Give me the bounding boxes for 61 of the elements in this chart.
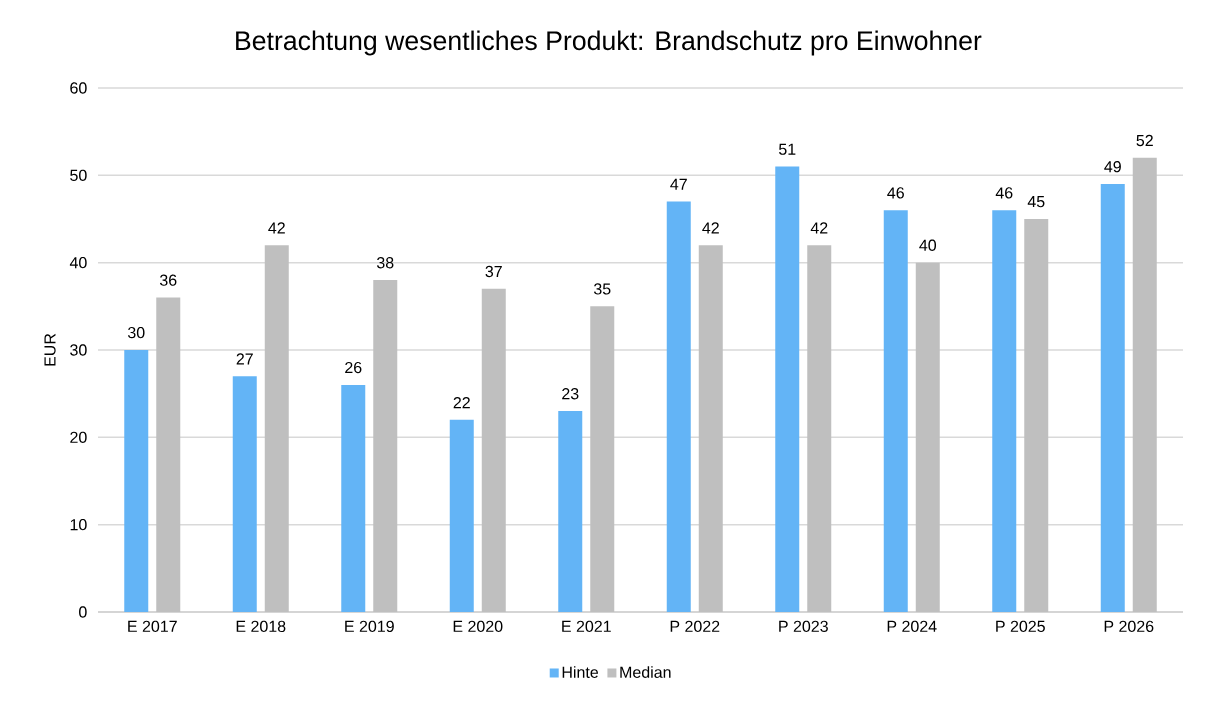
x-tick-label: P 2025 xyxy=(996,620,1045,633)
y-tick-label: 20 xyxy=(70,431,87,443)
bar xyxy=(558,411,583,612)
bar xyxy=(1132,157,1157,612)
data-label: 46 xyxy=(995,187,1013,199)
data-label: 35 xyxy=(593,283,611,295)
legend-label: Hinte xyxy=(562,666,599,678)
y-tick-label: 30 xyxy=(70,344,87,356)
x-tick-label: E 2021 xyxy=(562,620,611,633)
bar xyxy=(883,210,908,612)
y-tick-label: 60 xyxy=(70,82,87,94)
x-tick-label: E 2019 xyxy=(345,620,394,633)
y-tick-label: 40 xyxy=(69,256,87,269)
bar xyxy=(590,306,615,612)
data-label: 52 xyxy=(1136,134,1153,147)
bar xyxy=(449,419,474,612)
data-label: 45 xyxy=(1027,196,1045,208)
data-label: 37 xyxy=(485,265,502,278)
bar xyxy=(992,210,1017,612)
y-tick-label: 50 xyxy=(70,169,87,181)
data-label: 42 xyxy=(268,222,285,234)
bar xyxy=(1100,184,1125,612)
x-tick-label: E 2020 xyxy=(453,620,503,633)
x-tick-label: E 2017 xyxy=(128,620,177,633)
y-tick-label: 10 xyxy=(70,518,87,531)
bar xyxy=(666,201,691,612)
data-label: 40 xyxy=(919,239,937,251)
data-label: 51 xyxy=(779,143,796,155)
data-label: 46 xyxy=(887,187,904,199)
data-label: 47 xyxy=(670,178,687,190)
data-label: 27 xyxy=(236,353,253,365)
y-tick-label: 0 xyxy=(79,606,87,618)
bar xyxy=(915,262,940,612)
bar xyxy=(341,384,366,612)
data-label: 23 xyxy=(562,388,579,400)
data-label: 22 xyxy=(453,396,470,409)
chart-title: Betrachtung wesentliches Produkt: Brandschutz pro Einwohner xyxy=(236,30,982,56)
bar xyxy=(232,376,257,612)
x-tick-label: P 2024 xyxy=(887,620,937,633)
bar xyxy=(373,280,398,612)
bar xyxy=(698,245,723,612)
y-axis-title: EUR xyxy=(44,333,56,366)
x-tick-label: P 2022 xyxy=(670,620,720,633)
bar xyxy=(156,297,181,612)
data-label: 49 xyxy=(1104,161,1121,173)
x-tick-label: P 2023 xyxy=(779,620,828,633)
data-label: 42 xyxy=(810,222,828,234)
data-label: 36 xyxy=(159,274,177,286)
bar xyxy=(481,288,506,612)
data-label: 42 xyxy=(702,222,719,234)
bar xyxy=(264,245,289,612)
data-label: 30 xyxy=(127,326,145,339)
x-tick-label: E 2018 xyxy=(236,620,286,633)
x-tick-label: P 2026 xyxy=(1104,620,1154,633)
bar xyxy=(1024,218,1049,612)
data-label: 38 xyxy=(376,257,394,269)
data-label: 26 xyxy=(345,361,362,374)
bar xyxy=(124,349,149,612)
bar xyxy=(807,245,832,612)
legend-label: Median xyxy=(620,666,671,678)
bar xyxy=(775,166,800,612)
